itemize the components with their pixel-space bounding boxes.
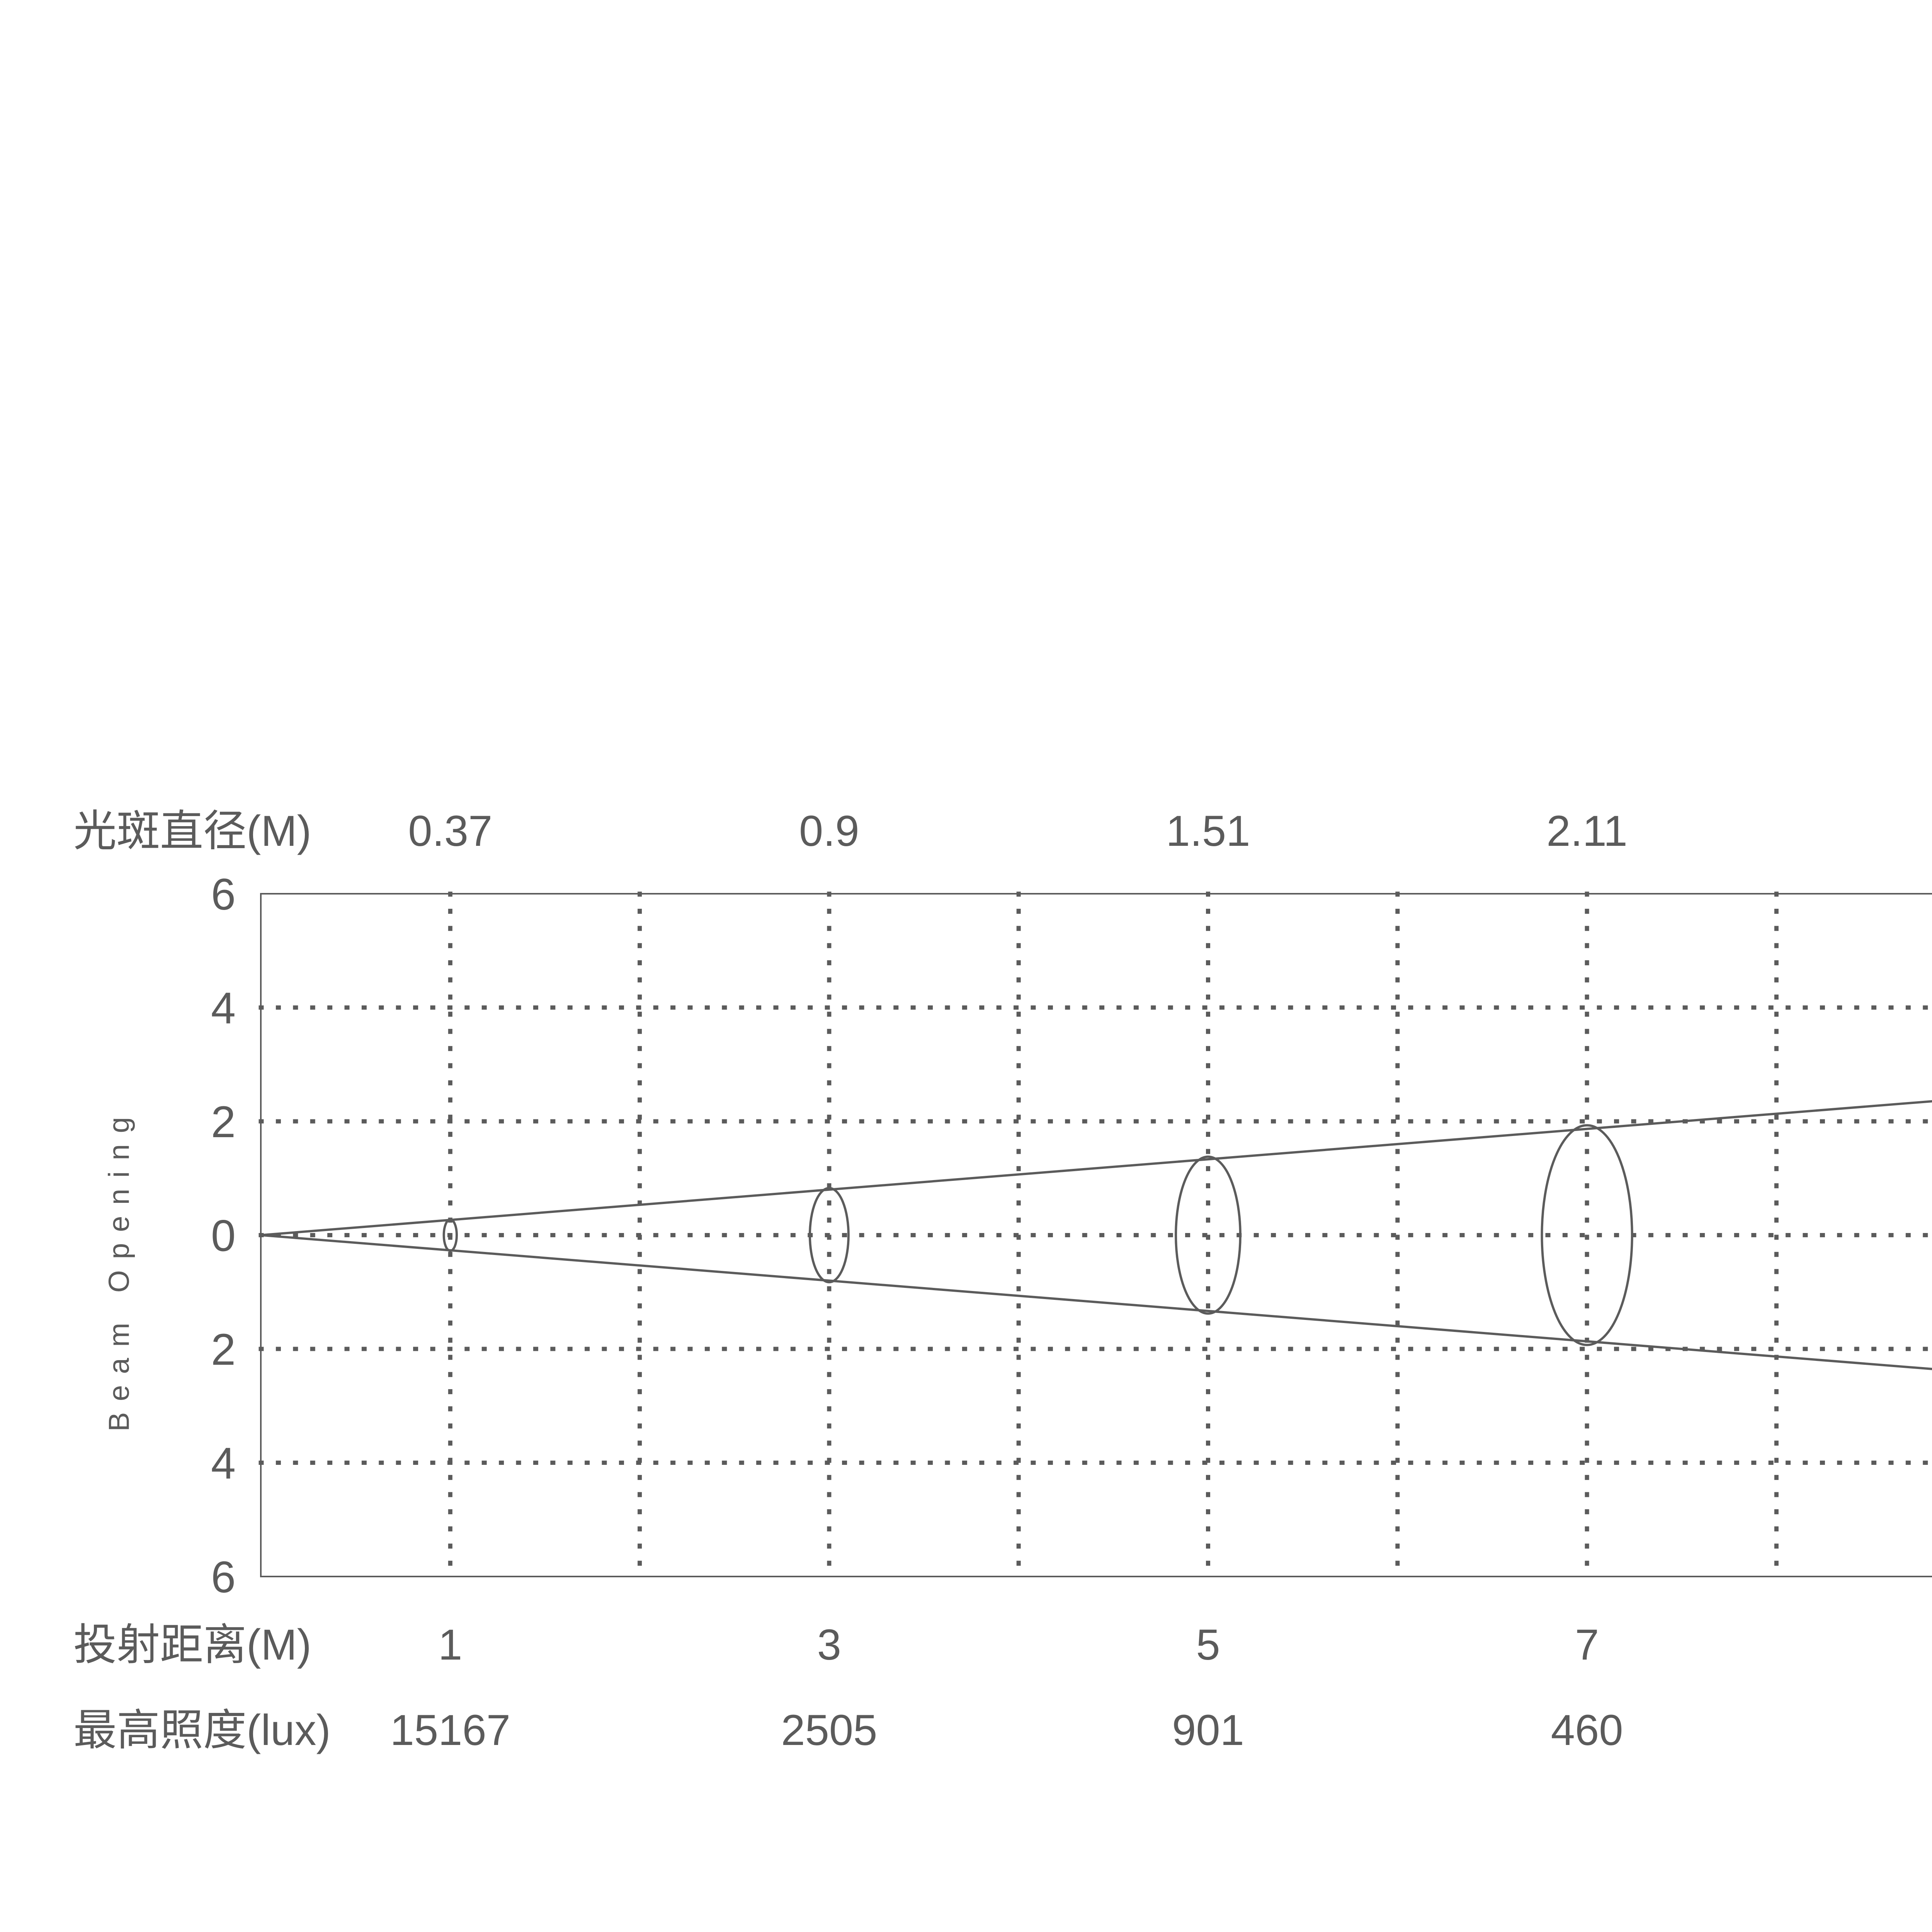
- svg-text:2.11: 2.11: [1546, 807, 1628, 855]
- svg-text:901: 901: [1172, 1706, 1244, 1754]
- svg-text:4: 4: [211, 984, 236, 1033]
- svg-text:5: 5: [1196, 1621, 1220, 1669]
- svg-text:2: 2: [211, 1325, 236, 1374]
- svg-text:7: 7: [1575, 1621, 1599, 1669]
- svg-text:2: 2: [211, 1097, 236, 1147]
- svg-text:光斑直径(M): 光斑直径(M): [73, 807, 311, 855]
- svg-text:投射距离(M): 投射距离(M): [73, 1621, 311, 1669]
- svg-text:3: 3: [817, 1621, 841, 1669]
- svg-text:6: 6: [211, 1553, 236, 1602]
- svg-text:1.51: 1.51: [1166, 807, 1250, 855]
- svg-text:0: 0: [211, 1211, 236, 1261]
- svg-text:460: 460: [1551, 1706, 1623, 1754]
- svg-text:4: 4: [211, 1439, 236, 1488]
- svg-text:15167: 15167: [390, 1706, 510, 1754]
- svg-text:0.9: 0.9: [799, 807, 859, 855]
- svg-text:Beam Opening: Beam Opening: [103, 1106, 135, 1431]
- svg-text:6: 6: [211, 870, 236, 919]
- svg-text:1: 1: [438, 1621, 462, 1669]
- svg-text:2505: 2505: [781, 1706, 877, 1754]
- svg-text:0.37: 0.37: [408, 807, 492, 855]
- svg-text:最高照度(lux): 最高照度(lux): [73, 1706, 331, 1754]
